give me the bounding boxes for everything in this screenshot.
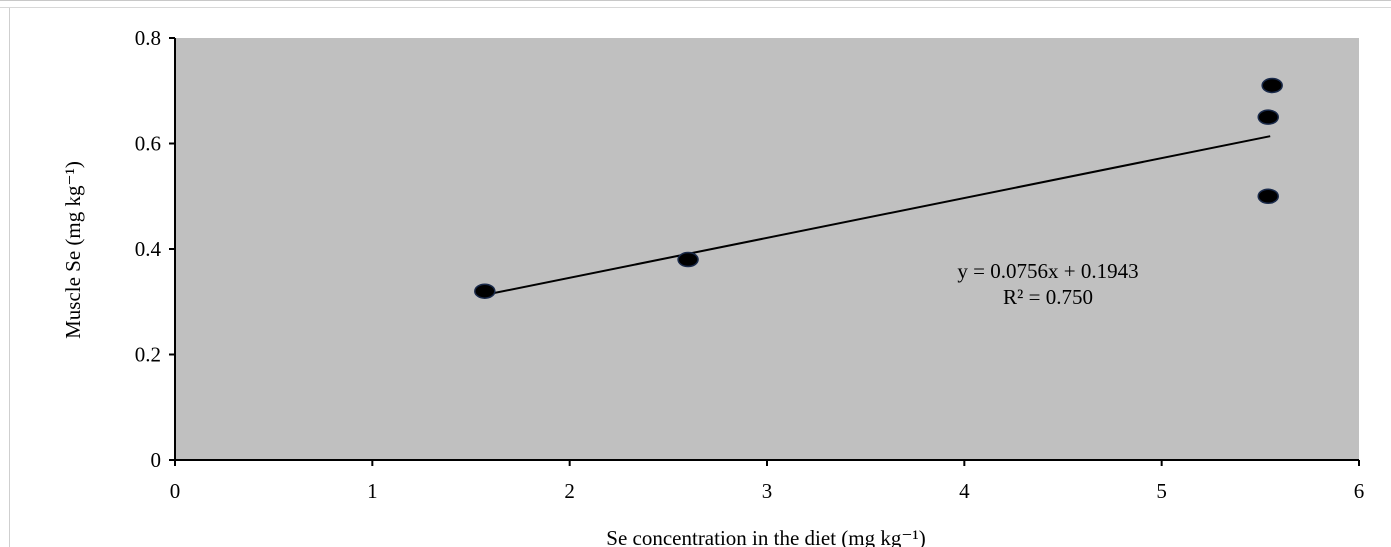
data-point [677,251,699,268]
equation-label: y = 0.0756x + 0.1943 [957,259,1138,283]
x-tick-label: 4 [959,479,970,503]
y-axis-title: Muscle Se (mg kg⁻¹) [61,161,85,339]
y-tick-label: 0.2 [135,343,161,367]
x-tick-label: 1 [367,479,378,503]
y-tick-label: 0.4 [135,237,162,261]
trendline [484,135,1271,296]
x-tick-label: 3 [762,479,773,503]
y-tick-label: 0 [151,448,162,472]
y-axis-ticks: 0 0.2 0.4 0.6 0.8 [135,26,175,472]
plot-area [175,38,1359,460]
y-tick-label: 0.6 [135,132,161,156]
x-tick-label: 6 [1354,479,1365,503]
x-axis-title: Se concentration in the diet (mg kg⁻¹) [606,526,925,547]
data-point [1257,109,1279,125]
trendline-equation: y = 0.0756x + 0.1943 R² = 0.750 [957,259,1138,309]
r-squared-label: R² = 0.750 [1003,285,1093,309]
y-tick-label: 0.8 [135,26,161,50]
data-point [474,283,496,299]
x-axis-ticks: 0 1 2 3 4 5 6 [170,460,1365,503]
data-point [1257,188,1279,204]
left-frame-border [9,8,10,547]
x-tick-label: 5 [1156,479,1167,503]
data-point [1261,77,1283,94]
data-points [474,77,1283,299]
x-tick-label: 2 [564,479,575,503]
top-frame-border [0,0,1391,8]
x-tick-label: 0 [170,479,181,503]
